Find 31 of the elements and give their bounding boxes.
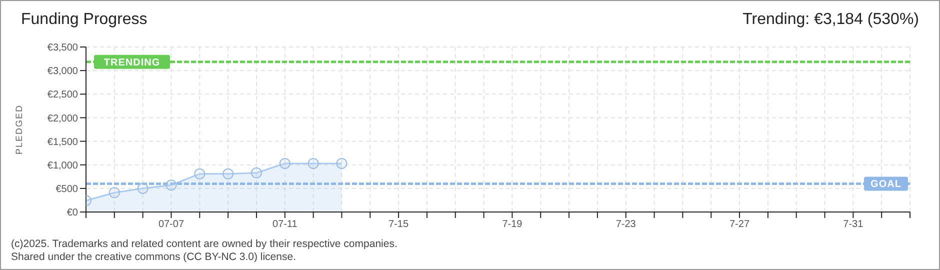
y-tick-label: €3,000 xyxy=(47,66,78,78)
x-tick-label: 07-07 xyxy=(158,219,184,230)
x-tick-label: 7-19 xyxy=(502,219,523,230)
y-tick-label: €2,500 xyxy=(47,90,78,101)
point xyxy=(108,187,120,198)
y-tick-label: €2,000 xyxy=(47,113,78,124)
point xyxy=(222,168,234,180)
y-axis-title: PLEDGED xyxy=(14,104,24,155)
x-tick-label: 7-15 xyxy=(388,219,409,230)
point xyxy=(137,182,148,194)
point xyxy=(308,158,319,169)
text: Trending: €3,184 (530%) xyxy=(742,11,919,29)
ref-line-label: GOAL xyxy=(870,179,902,190)
point xyxy=(250,167,262,178)
x-tick-label: 7-23 xyxy=(616,219,636,230)
y-tick-label: €0 xyxy=(66,208,78,219)
point xyxy=(166,180,177,191)
x-tick-label: 7-31 xyxy=(843,219,864,230)
point xyxy=(279,158,290,169)
text: (c)2025. Trademarks and related content are owned by their respective companies. xyxy=(11,238,398,251)
y-tick-label: €500 xyxy=(56,184,78,195)
y-tick-label: €3,500 xyxy=(47,42,78,54)
x-tick-label: 07-11 xyxy=(272,219,298,230)
text: Shared under the creative commons (CC BY-NC 3.0) license. xyxy=(11,251,297,264)
y-tick-label: €1,000 xyxy=(47,160,78,172)
point xyxy=(336,158,348,169)
point xyxy=(194,168,206,180)
y-tick-label: €1,500 xyxy=(47,136,78,148)
x-tick-label: 7-27 xyxy=(730,219,750,230)
chart-title: Funding Progress xyxy=(21,11,148,29)
ref-line-label: TRENDING xyxy=(104,57,160,68)
